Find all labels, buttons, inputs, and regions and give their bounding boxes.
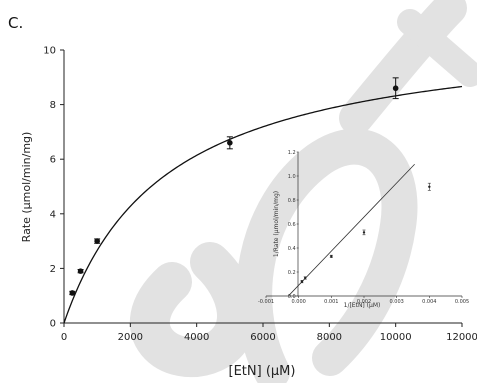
x-tick-label: 6000 <box>250 332 275 343</box>
main-chart: 0 2 4 6 8 10 0 2000 4000 6000 8000 10000 12000 Rate… <box>20 46 477 380</box>
watermark-stroke-3 <box>339 0 467 135</box>
inset-y-tick-label: 0.6 <box>288 222 296 228</box>
data-point <box>69 290 76 296</box>
data-point <box>94 238 101 244</box>
point-marker <box>392 85 399 92</box>
inset-x-tick-label: 0.005 <box>455 299 469 305</box>
inset-point-marker <box>304 276 307 280</box>
inset-chart: 0.0 0.2 0.4 0.6 0.8 1.0 1.2 -0.001 0.000 0.001 0.… <box>258 150 469 309</box>
x-tick-label: 8000 <box>317 332 342 343</box>
x-axis-ticks: 0 2000 4000 6000 8000 10000 12000 <box>61 323 477 343</box>
inset-y-axis-ticks: 0.0 0.2 0.4 0.6 0.8 1.0 1.2 <box>288 150 299 300</box>
watermark-stroke-1 <box>129 242 257 377</box>
x-axis-label: [EtN] (µM) <box>229 364 296 379</box>
panel-label: C. <box>8 14 23 32</box>
inset-fit-line <box>288 163 415 296</box>
inset-data-points <box>300 182 431 284</box>
point-marker <box>227 140 233 146</box>
y-axis-label: Rate (µmol/min/mg) <box>20 132 33 243</box>
x-tick-label: 10000 <box>380 332 412 343</box>
inset-y-tick-label: 0.4 <box>288 246 296 252</box>
inset-data-point <box>300 280 304 284</box>
inset-y-tick-label: 1.0 <box>288 174 296 180</box>
inset-data-point <box>303 276 307 280</box>
data-point <box>392 77 399 100</box>
point-marker <box>77 268 84 274</box>
inset-y-tick-label: 0.8 <box>288 198 296 204</box>
inset-x-tick-label: 0.001 <box>324 299 338 305</box>
y-tick-label: 10 <box>43 46 56 57</box>
inset-x-axis-label: 1/[EtN] (µM) <box>344 302 381 309</box>
x-tick-label: 0 <box>61 332 67 343</box>
inset-point-marker <box>330 255 333 258</box>
x-tick-label: 2000 <box>118 332 143 343</box>
y-tick-label: 2 <box>50 264 56 275</box>
inset-x-tick-label: 0.003 <box>390 299 404 305</box>
x-tick-label: 4000 <box>184 332 209 343</box>
point-marker <box>69 290 76 296</box>
inset-x-tick-label: -0.001 <box>258 299 274 305</box>
inset-data-point <box>329 254 333 258</box>
y-tick-label: 4 <box>50 209 56 220</box>
inset-data-point <box>427 182 431 191</box>
inset-y-axis-label: 1/Rate (µmol/min/mg) <box>273 191 280 257</box>
watermark-decoration <box>129 0 477 383</box>
x-tick-label: 12000 <box>446 332 477 343</box>
inset-y-tick-label: 0.2 <box>288 270 296 276</box>
y-axis-ticks: 0 2 4 6 8 10 <box>43 46 64 330</box>
data-points <box>69 77 399 296</box>
inset-background <box>298 152 462 296</box>
inset-point-marker <box>362 231 366 234</box>
inset-y-tick-label: 1.2 <box>288 150 296 156</box>
inset-x-tick-label: 0.004 <box>422 299 436 305</box>
watermark-stroke-2 <box>236 128 418 383</box>
inset-x-tick-label: 0.002 <box>357 299 371 305</box>
inset-x-axis-ticks: -0.001 0.000 0.001 0.002 0.003 0.004 0.005 <box>258 296 469 305</box>
inset-point-marker <box>300 280 304 283</box>
y-tick-label: 0 <box>50 319 56 330</box>
y-tick-label: 6 <box>50 155 56 166</box>
inset-x-tick-label: 0.000 <box>292 299 306 305</box>
point-marker <box>94 238 100 244</box>
inset-data-point <box>362 229 366 236</box>
data-point <box>226 136 233 150</box>
y-tick-label: 8 <box>50 100 56 111</box>
inset-point-marker <box>428 185 431 188</box>
data-point <box>77 268 84 274</box>
inset-y-tick-label: 0.0 <box>288 294 296 300</box>
watermark-stroke-4 <box>397 9 477 87</box>
